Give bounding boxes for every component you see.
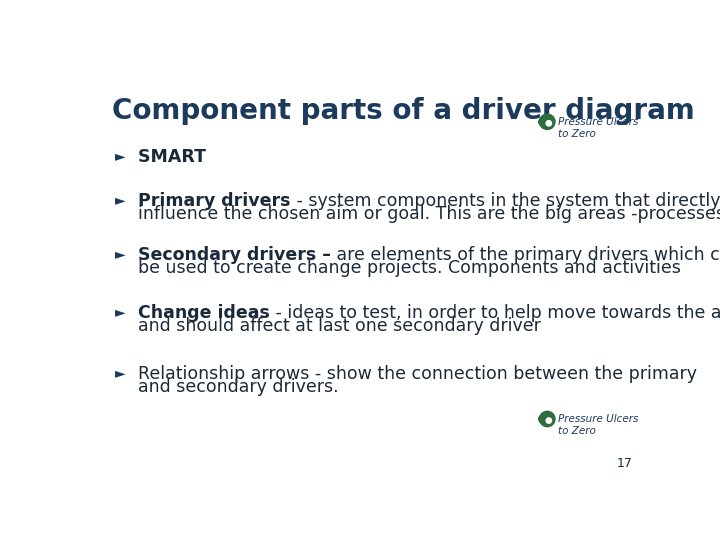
Text: ►: ► <box>114 367 125 381</box>
Circle shape <box>539 411 555 427</box>
Text: Change ideas: Change ideas <box>138 303 270 321</box>
Text: and should affect at last one secondary driver: and should affect at last one secondary … <box>138 316 541 335</box>
Text: ►: ► <box>114 193 125 207</box>
Text: Component parts of a driver diagram: Component parts of a driver diagram <box>112 97 695 125</box>
Text: be used to create change projects. Components and activities: be used to create change projects. Compo… <box>138 259 681 277</box>
Circle shape <box>539 114 555 130</box>
Text: Primary drivers: Primary drivers <box>138 192 291 210</box>
Text: Pressure Ulcers
to Zero: Pressure Ulcers to Zero <box>558 117 639 139</box>
Text: ►: ► <box>114 150 125 164</box>
Text: Pressure Ulcers
to Zero: Pressure Ulcers to Zero <box>558 414 639 436</box>
Circle shape <box>546 120 552 126</box>
Circle shape <box>539 118 546 126</box>
Text: - system components in the system that directly: - system components in the system that d… <box>291 192 720 210</box>
Text: Relationship arrows - show the connection between the primary: Relationship arrows - show the connectio… <box>138 365 697 383</box>
Text: - ideas to test, in order to help move towards the aim: - ideas to test, in order to help move t… <box>270 303 720 321</box>
Circle shape <box>539 415 546 423</box>
Circle shape <box>546 418 552 423</box>
Text: 17: 17 <box>616 457 632 470</box>
Text: ►: ► <box>114 247 125 261</box>
Text: Secondary drivers –: Secondary drivers – <box>138 246 331 264</box>
Text: SMART: SMART <box>138 148 212 166</box>
Text: and secondary drivers.: and secondary drivers. <box>138 378 338 396</box>
Text: ►: ► <box>114 305 125 319</box>
Text: are elements of the primary drivers which can: are elements of the primary drivers whic… <box>331 246 720 264</box>
Text: influence the chosen aim or goal. This are the big areas -processes: influence the chosen aim or goal. This a… <box>138 205 720 223</box>
